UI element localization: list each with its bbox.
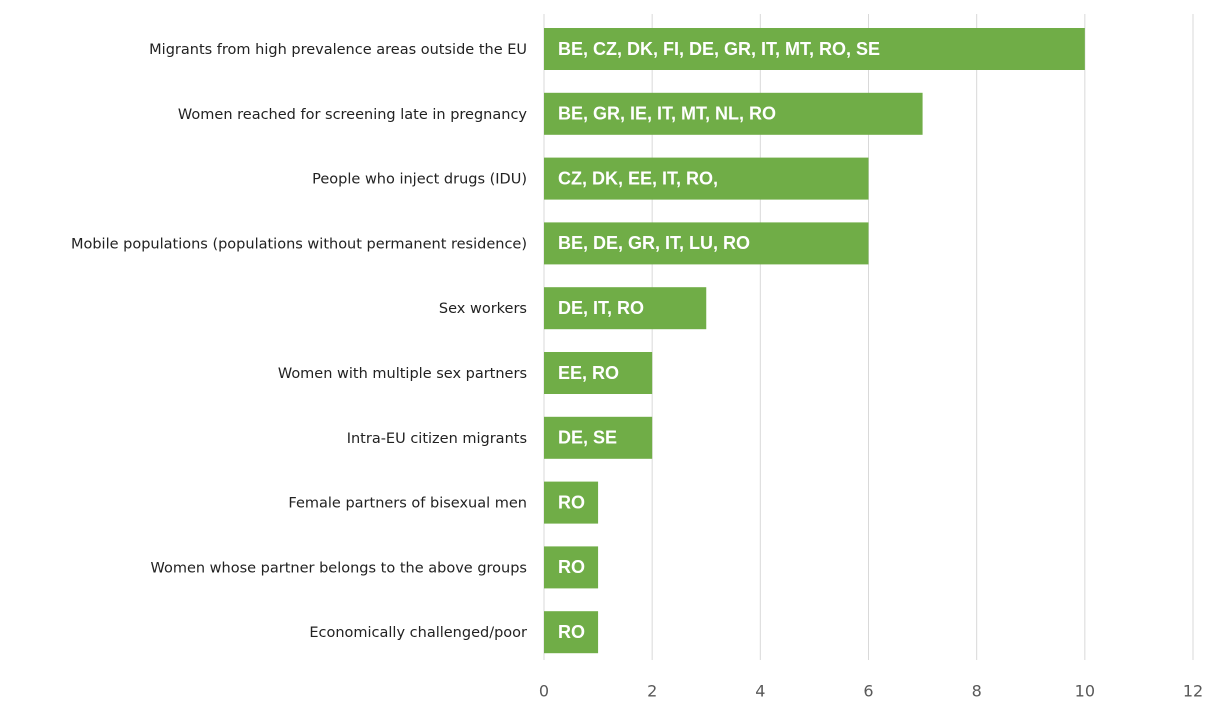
bar <box>544 546 599 589</box>
bar <box>544 92 923 135</box>
bar <box>544 481 599 524</box>
x-tick-label: 12 <box>1183 682 1203 701</box>
bar-label: DE, SE <box>558 428 617 448</box>
bar-label: BE, GR, IE, IT, MT, NL, RO <box>558 104 776 124</box>
category-label: Mobile populations (populations without … <box>71 236 527 252</box>
category-label: Women whose partner belongs to the above… <box>150 560 527 576</box>
x-tick-label: 6 <box>863 682 873 701</box>
bar-label: EE, RO <box>558 363 619 383</box>
x-tick-label: 0 <box>539 682 549 701</box>
bar-label: CZ, DK, EE, IT, RO, <box>558 168 718 188</box>
bar-label: BE, DE, GR, IT, LU, RO <box>558 233 750 253</box>
category-label: Women with multiple sex partners <box>278 366 527 382</box>
x-tick-label: 8 <box>972 682 982 701</box>
bar-label: DE, IT, RO <box>558 298 644 318</box>
bar-label: RO <box>558 622 585 642</box>
category-label: People who inject drugs (IDU) <box>312 172 527 188</box>
category-label: Sex workers <box>439 301 527 317</box>
x-tick-label: 4 <box>755 682 765 701</box>
bar-label: BE, CZ, DK, FI, DE, GR, IT, MT, RO, SE <box>558 39 880 59</box>
x-tick-label: 2 <box>647 682 657 701</box>
category-label: Intra-EU citizen migrants <box>347 431 527 447</box>
x-tick-label: 10 <box>1075 682 1095 701</box>
category-label: Migrants from high prevalence areas outs… <box>149 42 527 58</box>
bar <box>544 222 869 265</box>
category-label: Women reached for screening late in preg… <box>178 107 527 123</box>
bar <box>544 352 653 394</box>
bar-label: RO <box>558 557 585 577</box>
bar <box>544 28 1085 70</box>
category-label: Economically challenged/poor <box>309 625 527 641</box>
bar <box>544 287 707 330</box>
bar <box>544 611 599 654</box>
bar <box>544 416 653 459</box>
bar <box>544 157 869 200</box>
category-label: Female partners of bisexual men <box>288 496 527 512</box>
bar-label: RO <box>558 492 585 512</box>
